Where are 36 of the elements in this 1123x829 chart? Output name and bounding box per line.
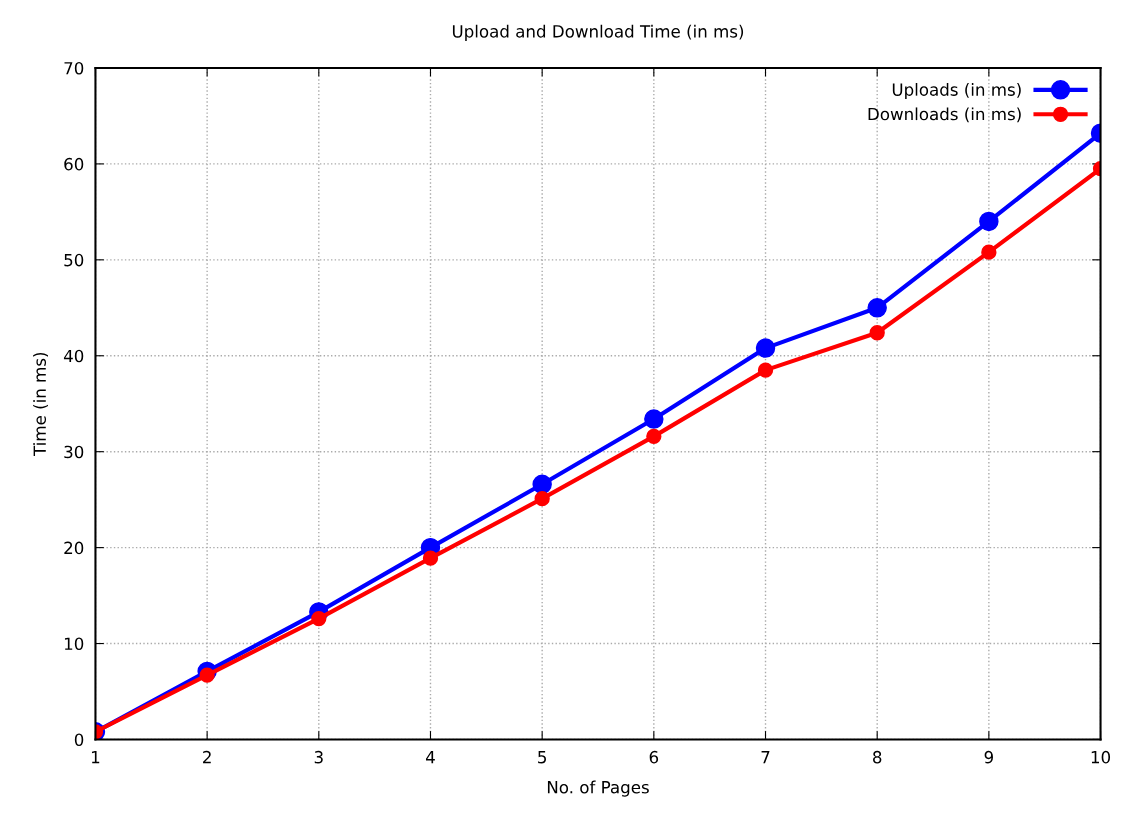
point <box>534 491 550 507</box>
point <box>422 550 439 566</box>
y-tick-label: 20 <box>64 541 84 555</box>
chart-title: Upload and Download Time (in ms) <box>452 24 744 41</box>
x-tick-label: 6 <box>649 750 659 764</box>
point <box>979 211 999 232</box>
point <box>532 474 552 495</box>
y-tick-label: 50 <box>64 253 84 267</box>
x-tick-label: 8 <box>873 750 882 764</box>
y-tick-label: 10 <box>64 637 84 651</box>
legend-label: Uploads (in ms) <box>892 82 1021 100</box>
y-tick-label: 70 <box>64 61 84 75</box>
y-tick-label: 40 <box>63 349 84 363</box>
y-tick-label: 30 <box>64 445 84 459</box>
x-tick-label: 10 <box>1091 750 1111 764</box>
legend-label: Downloads (in ms) <box>868 107 1021 123</box>
point <box>311 610 327 627</box>
point <box>981 244 997 260</box>
x-tick-label: 7 <box>761 751 770 764</box>
x-tick-label: 3 <box>314 750 323 764</box>
x-axis-title: No. of Pages <box>547 780 649 797</box>
point <box>199 667 215 683</box>
x-tick-label: 5 <box>538 751 547 764</box>
point <box>869 325 885 341</box>
y-tick-label: 60 <box>64 157 84 171</box>
y-tick-label: 0 <box>74 733 84 747</box>
y-axis-title: Time (in ms) <box>33 352 48 457</box>
x-tick-label: 9 <box>984 750 993 764</box>
x-tick-label: 2 <box>203 750 211 764</box>
point <box>757 362 774 378</box>
x-tick-label: 4 <box>426 751 435 764</box>
point <box>644 409 664 429</box>
point <box>755 338 776 358</box>
point <box>867 298 887 318</box>
point <box>646 428 662 444</box>
x-tick-label: 1 <box>91 751 100 764</box>
